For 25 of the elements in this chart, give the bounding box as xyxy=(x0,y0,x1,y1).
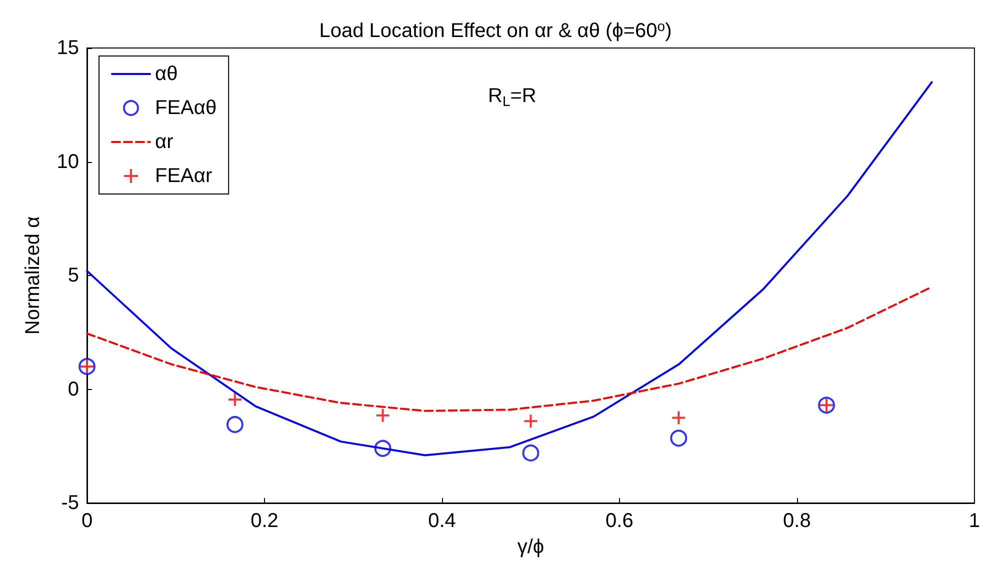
x-tick-label: 0.4 xyxy=(428,510,456,532)
legend-label: αθ xyxy=(155,63,178,85)
y-tick-label: 10 xyxy=(56,150,79,173)
y-tick-label: 5 xyxy=(68,264,79,286)
x-axis-title: γ/ϕ xyxy=(517,536,544,558)
x-tick-label: 0 xyxy=(81,510,93,532)
x-tick-label: 0.2 xyxy=(250,510,278,532)
x-tick-label: 0.6 xyxy=(606,510,634,532)
point xyxy=(523,414,538,429)
y-tick-label: 0 xyxy=(68,378,79,400)
point xyxy=(226,416,244,434)
point xyxy=(375,408,390,423)
y-tick-label: -5 xyxy=(61,492,79,514)
x-tick-label: 0.8 xyxy=(783,510,811,532)
x-tick-label: 1 xyxy=(968,510,980,532)
legend-label: αr xyxy=(155,131,174,153)
point xyxy=(671,410,686,426)
point xyxy=(227,392,242,407)
legend-label: FEAαθ xyxy=(155,97,217,119)
point xyxy=(670,430,688,447)
y-tick-label: 15 xyxy=(56,37,79,59)
legend-label: FEAαr xyxy=(155,165,212,187)
line-series xyxy=(86,81,933,456)
point xyxy=(522,444,540,462)
y-axis-title: Normalized α xyxy=(22,216,44,335)
